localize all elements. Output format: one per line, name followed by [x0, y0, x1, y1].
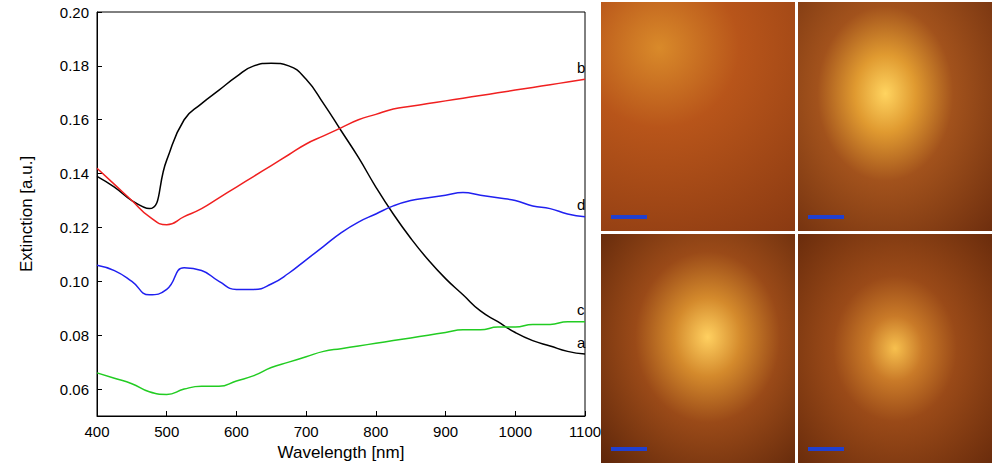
svg-text:Wavelength [nm]: Wavelength [nm] [278, 443, 405, 462]
svg-text:b: b [577, 59, 585, 76]
svg-text:0.16: 0.16 [60, 111, 89, 128]
svg-text:1100: 1100 [569, 423, 601, 440]
svg-text:700: 700 [294, 423, 319, 440]
svg-text:0.18: 0.18 [60, 57, 89, 74]
svg-text:800: 800 [363, 423, 388, 440]
svg-text:a: a [577, 334, 586, 351]
svg-text:Extinction [a.u.]: Extinction [a.u.] [17, 156, 36, 272]
svg-text:0.20: 0.20 [60, 4, 89, 21]
svg-text:600: 600 [224, 423, 249, 440]
svg-text:0.06: 0.06 [60, 381, 89, 398]
svg-text:500: 500 [154, 423, 179, 440]
svg-text:0.08: 0.08 [60, 327, 89, 344]
svg-text:1000: 1000 [499, 423, 532, 440]
svg-text:0.12: 0.12 [60, 219, 89, 236]
svg-text:900: 900 [433, 423, 458, 440]
svg-text:c: c [577, 301, 585, 318]
svg-text:d: d [577, 196, 585, 213]
svg-text:0.14: 0.14 [60, 165, 89, 182]
svg-text:0.10: 0.10 [60, 273, 89, 290]
svg-text:400: 400 [84, 423, 109, 440]
